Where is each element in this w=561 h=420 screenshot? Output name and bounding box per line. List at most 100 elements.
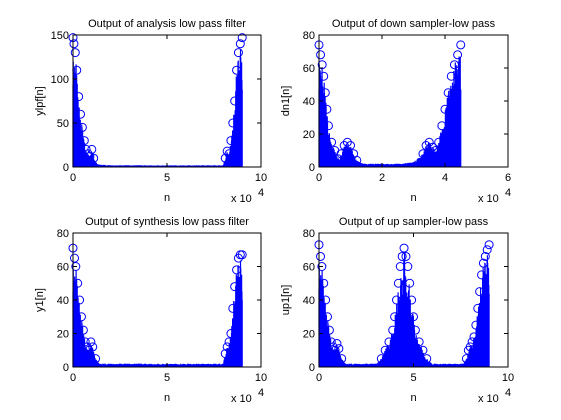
y-tick-label: 0 [309, 162, 315, 174]
stem-marker [323, 121, 333, 131]
stem-marker [76, 109, 86, 119]
stem-marker [337, 354, 347, 364]
y-axis-label: up1[n] [280, 285, 292, 316]
y-tick-label: 60 [303, 63, 315, 75]
stem-marker [421, 141, 431, 151]
y-tick-label: 40 [303, 295, 315, 307]
subplot-4: 0 5 10 0 20 40 60 80 Output of up sampler-low pa… [280, 216, 514, 405]
stem-marker [424, 137, 434, 147]
x-tick-label: 10 [255, 372, 267, 384]
x-multiplier-exponent: 4 [505, 387, 511, 399]
stem-marker [230, 282, 240, 292]
y-tick-label: 150 [51, 30, 69, 42]
stem-marker [456, 40, 466, 50]
stem-marker [326, 337, 336, 347]
stem-marker [333, 154, 343, 164]
x-tick-label: 10 [502, 372, 514, 384]
x-multiplier-exponent: 4 [505, 187, 511, 199]
stem-marker [226, 136, 236, 146]
stem-marker [324, 325, 334, 335]
y-tick-label: 50 [57, 118, 69, 130]
stem-marker [453, 50, 463, 60]
x-tick-label: 4 [442, 172, 448, 184]
x-multiplier-base: x 10 [478, 193, 499, 205]
y-axis-label: dn1[n] [280, 86, 292, 117]
stem-marker [230, 96, 240, 106]
x-tick-label: 10 [255, 172, 267, 184]
stem-marker [319, 71, 329, 81]
stem-marker [89, 153, 99, 163]
stem-marker [388, 325, 398, 335]
stem-marker [228, 118, 238, 128]
y-tick-label: 80 [303, 228, 315, 240]
y-tick-label: 0 [63, 162, 69, 174]
stem-marker [380, 345, 390, 355]
x-tick-label: 0 [70, 172, 76, 184]
stem-marker [320, 88, 330, 98]
stem-marker [76, 312, 86, 322]
x-tick-label: 0 [316, 172, 322, 184]
stem-marker [222, 342, 232, 352]
subplot-3: 0 5 10 0 20 40 60 80 Output of synthesis low pas… [34, 216, 267, 405]
stem-marker [384, 337, 394, 347]
x-axis-label: n [164, 392, 170, 404]
stem-marker [475, 287, 485, 297]
y-tick-label: 20 [303, 329, 315, 341]
y-tick-label: 40 [303, 96, 315, 108]
stem-marker [482, 245, 492, 255]
plot-area [73, 35, 261, 167]
stem-marker [317, 60, 327, 70]
stem-marker [409, 312, 418, 322]
stem-marker [461, 354, 471, 364]
stem-marker [465, 342, 475, 352]
stem-marker [401, 251, 411, 261]
stem-marker [418, 149, 428, 159]
stem-marker [352, 155, 362, 165]
stem-marker [437, 121, 447, 131]
y-axis-label: y1[n] [34, 288, 46, 312]
stem-markers [314, 240, 494, 364]
x-axis-label: n [410, 392, 416, 404]
stem-marker [73, 278, 83, 288]
stem-marker [237, 250, 247, 260]
stem-marker [316, 50, 326, 60]
stem-marker [477, 270, 487, 280]
stem-marker [78, 325, 88, 335]
x-axis-label: n [410, 192, 416, 204]
stem-marker [332, 339, 342, 349]
stem-marker [469, 332, 479, 342]
chart-title: Output of synthesis low pass filter [85, 216, 249, 228]
stem-marker [224, 149, 234, 159]
stem-marker [446, 71, 456, 81]
x-tick-label: 2 [379, 172, 385, 184]
stem-marker [235, 39, 245, 49]
stem-marker [478, 258, 488, 268]
y-tick-label: 40 [57, 295, 69, 307]
y-tick-label: 80 [303, 30, 315, 42]
stem-marker [434, 137, 444, 147]
stem-marker [74, 92, 84, 102]
stem-marker [427, 142, 437, 152]
stem-marker [449, 60, 459, 70]
stem-marker [317, 262, 327, 271]
stem-marker [334, 344, 344, 354]
stem-marker [87, 144, 97, 154]
y-tick-label: 60 [303, 262, 315, 274]
stem-marker [222, 146, 232, 156]
stem-marker [70, 253, 79, 263]
x-multiplier-base: x 10 [231, 193, 252, 205]
stem-marker [226, 329, 236, 338]
stem-marker [414, 337, 424, 347]
stem-marker [391, 295, 401, 305]
y-tick-label: 0 [309, 362, 315, 374]
stem-marker [322, 104, 332, 114]
stem-marker [390, 312, 400, 322]
stem-marker [88, 342, 98, 352]
stem-marker [316, 251, 326, 261]
x-axis-label: n [164, 192, 170, 204]
stem-markers [314, 40, 466, 165]
x-tick-label: 5 [410, 372, 416, 384]
stem-marker [399, 243, 409, 253]
